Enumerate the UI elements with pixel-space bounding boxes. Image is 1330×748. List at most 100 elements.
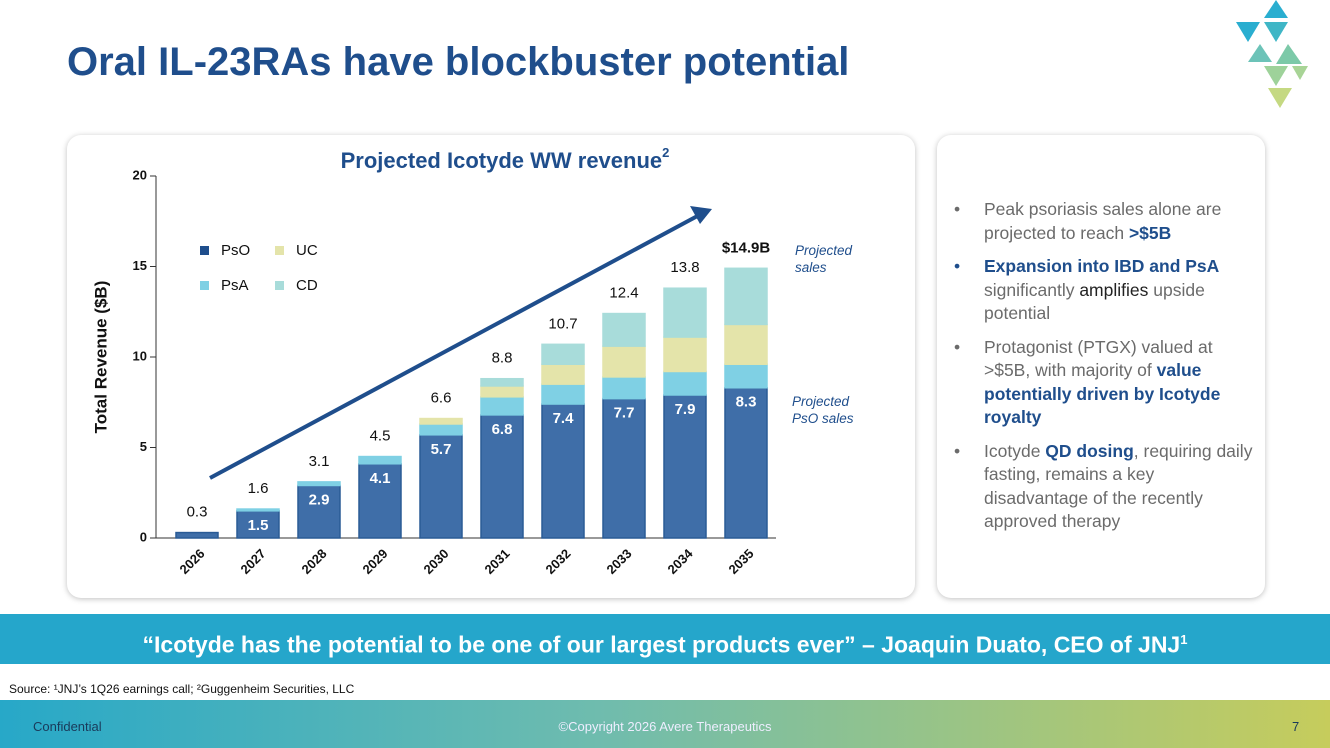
x-tick-label: 2027 (237, 546, 268, 577)
y-tick-label: 5 (140, 439, 147, 454)
bar-segment (724, 387, 768, 539)
total-label: 1.6 (248, 480, 269, 497)
bar-segment (724, 323, 768, 365)
bullet-list: • Peak psoriasis sales alone are projecte… (954, 198, 1254, 544)
bullet-dot: • (954, 256, 961, 276)
bullet-text: Icotyde (984, 440, 1046, 461)
x-tick-label: 2026 (176, 546, 207, 577)
y-tick-label: 10 (133, 348, 147, 363)
bar-segment (602, 397, 646, 539)
bar-value-label: 7.7 (614, 405, 635, 422)
total-label: 13.8 (670, 259, 699, 276)
chart-title: Projected Icotyde WW revenue2 (341, 145, 670, 172)
chart: Projected Icotyde WW revenue2 Total Reve… (91, 145, 776, 577)
total-label: 6.6 (431, 390, 452, 407)
legend-swatch (200, 281, 209, 290)
x-tick-label: 2035 (725, 546, 756, 577)
y-tick-label: 20 (133, 167, 147, 182)
bullet-text: value potentially driven by Icotyde roya… (984, 360, 1221, 427)
bullet-text: >$5B (1128, 222, 1172, 243)
x-tick-label: 2028 (298, 546, 329, 577)
total-label: $14.9B (722, 239, 771, 256)
page-number: 7 (1292, 719, 1300, 734)
source-note: Source: ¹JNJ’s 1Q26 earnings call; ²Gugg… (9, 682, 355, 696)
bullet-dot: • (954, 199, 961, 219)
footer: Confidential ©Copyright 2026 Avere Thera… (0, 700, 1330, 748)
total-label: 8.8 (492, 350, 513, 367)
bar-segment (480, 414, 524, 539)
bar-segment (724, 267, 768, 326)
logo (1236, 0, 1308, 108)
bullet-text: , requiring daily fasting, remains a key… (984, 440, 1253, 532)
bar-segment (175, 531, 219, 539)
bar-value-label: 1.5 (248, 517, 269, 534)
bar-segment (297, 481, 341, 487)
total-label: 12.4 (609, 285, 638, 302)
bar-segment (541, 383, 585, 405)
total-label: 3.1 (309, 453, 330, 470)
bullet-dot: • (954, 440, 961, 461)
x-tick-label: 2034 (664, 545, 696, 577)
bar-segment (419, 423, 463, 436)
bar-segment (236, 508, 280, 512)
trend-arrow (209, 211, 704, 480)
bar-value-label: 7.4 (553, 410, 575, 427)
legend-label: PsO (221, 242, 250, 259)
bar-segment (480, 377, 524, 387)
arrow-head (690, 206, 712, 224)
chart-title-text: Projected Icotyde WW revenue (341, 148, 663, 173)
bullet: • Icotyde QD dosing, requiring daily fast… (954, 440, 1254, 534)
footer-center: ©Copyright 2026 Avere Therapeutics (558, 719, 772, 734)
bar-segment (541, 343, 585, 365)
quote-sup: 1 (1180, 632, 1188, 647)
bar-segment (541, 363, 585, 385)
bullet-dot: • (954, 336, 961, 357)
bar-segment (480, 396, 524, 416)
bar-segment (663, 394, 707, 539)
y-axis-label: Total Revenue ($B) (91, 281, 110, 434)
bullet-text: significantly (984, 279, 1080, 300)
bullet: • Protagonist (PTGX) valued at >$5B, with… (954, 336, 1254, 430)
quote-banner: “Icotyde has the potential to be one of … (0, 614, 1330, 664)
legend-label: PsA (221, 277, 249, 294)
chart-title-sup: 2 (662, 145, 669, 160)
bar-segment (602, 312, 646, 347)
legend-swatch (275, 246, 284, 255)
x-tick-label: 2033 (603, 546, 634, 577)
bullet: • Expansion into IBD and PsA significantl… (954, 255, 1254, 326)
text-card (937, 135, 1265, 598)
x-tick-label: 2030 (420, 546, 451, 577)
quote-text: “Icotyde has the potential to be one of … (142, 631, 1181, 658)
y-tick-label: 15 (133, 258, 147, 273)
bullet-text: Peak psoriasis sales alone are projected… (984, 199, 1222, 243)
bullet-text: Protagonist (PTGX) valued at >$5B, with … (984, 336, 1213, 381)
legend-label: CD (296, 277, 318, 294)
bar-segment (358, 455, 402, 465)
bar-segment (663, 287, 707, 338)
bar-segment (602, 376, 646, 400)
bullet-text: Expansion into IBD and PsA (984, 256, 1220, 276)
bar-value-label: 6.8 (492, 421, 513, 438)
bullet-text: QD dosing (1045, 440, 1134, 461)
bullet: • Peak psoriasis sales alone are projecte… (954, 198, 1254, 245)
footer-left: Confidential (33, 719, 102, 734)
bullet-text: amplifies (1079, 279, 1149, 300)
total-label: 0.3 (187, 504, 208, 521)
legend-swatch (200, 246, 209, 255)
total-label: 10.7 (548, 315, 577, 332)
x-tick-label: 2032 (542, 546, 573, 577)
bar-segment (602, 345, 646, 378)
annotation: Projected sales (795, 243, 853, 275)
legend-label: UC (296, 242, 318, 259)
slide-title: Oral IL-23RAs have blockbuster potential (67, 40, 850, 84)
annotation: Projected PsO sales (792, 394, 854, 426)
bar-segment (541, 403, 585, 539)
bar-value-label: 8.3 (736, 394, 757, 411)
bar-value-label: 7.9 (675, 401, 696, 418)
bar-segment (724, 363, 768, 389)
total-label: 4.5 (370, 428, 391, 445)
x-tick-label: 2031 (481, 546, 512, 577)
bar-segment (358, 463, 402, 539)
bar-value-label: 5.7 (431, 441, 452, 458)
